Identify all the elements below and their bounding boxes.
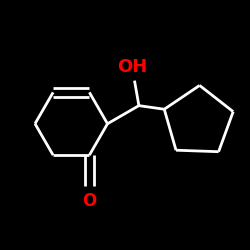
Text: O: O (82, 192, 96, 210)
Text: OH: OH (117, 58, 147, 76)
